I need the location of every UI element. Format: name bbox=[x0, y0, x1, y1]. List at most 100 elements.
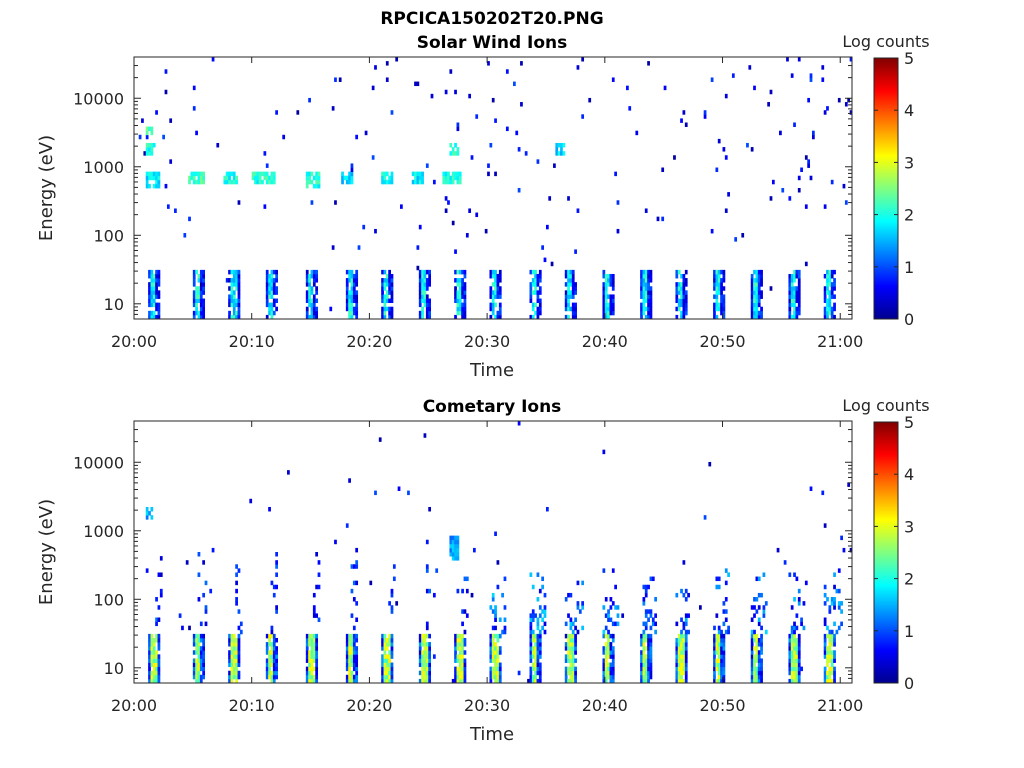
heatmap-cell bbox=[677, 662, 681, 668]
heatmap-cell bbox=[496, 670, 500, 676]
heatmap-cell bbox=[157, 302, 161, 308]
heatmap-cell bbox=[682, 625, 686, 631]
heatmap-cell bbox=[461, 646, 464, 651]
heatmap-cell bbox=[644, 658, 648, 663]
heatmap-cell bbox=[569, 662, 573, 668]
heatmap-cell bbox=[239, 621, 243, 627]
heatmap-cell bbox=[197, 294, 201, 299]
heatmap-cell bbox=[574, 302, 577, 308]
heatmap-cell bbox=[195, 298, 198, 304]
heatmap-cell bbox=[503, 629, 507, 635]
heatmap-cell bbox=[228, 298, 231, 304]
heatmap-cell bbox=[574, 633, 577, 639]
heatmap-cell bbox=[414, 179, 417, 185]
heatmap-cell bbox=[352, 666, 356, 672]
heatmap-cell bbox=[567, 298, 570, 304]
heatmap-cell bbox=[385, 179, 389, 185]
heatmap-cell bbox=[529, 646, 533, 651]
heatmap-cell bbox=[270, 646, 274, 651]
heatmap-cell bbox=[651, 617, 655, 622]
heatmap-cell bbox=[341, 171, 344, 177]
heatmap-cell bbox=[235, 662, 238, 668]
heatmap-cell bbox=[611, 646, 615, 651]
heatmap-cell bbox=[604, 306, 608, 312]
heatmap-cell bbox=[750, 273, 754, 279]
heatmap-cell bbox=[607, 273, 610, 279]
heatmap-cell bbox=[350, 637, 354, 643]
heatmap-cell bbox=[451, 147, 455, 152]
heatmap-cell bbox=[649, 674, 653, 680]
heatmap-cell bbox=[463, 294, 467, 299]
panel-cometary: Cometary Ions 20:00 20:10 20:20 20:30 20:40 2… bbox=[36, 396, 930, 745]
heatmap-cell bbox=[830, 601, 834, 606]
heatmap-cells-solar-wind bbox=[138, 57, 852, 319]
heatmap-cell bbox=[647, 642, 650, 647]
heatmap-cell bbox=[385, 642, 389, 647]
heatmap-cell bbox=[235, 650, 238, 655]
heatmap-cell bbox=[355, 658, 359, 663]
heatmap-cell bbox=[642, 269, 646, 275]
heatmap-cell bbox=[456, 535, 460, 541]
heatmap-cell bbox=[268, 273, 271, 279]
heatmap-cell bbox=[237, 609, 241, 614]
heatmap-cell bbox=[607, 314, 610, 319]
heatmap-cell bbox=[390, 646, 394, 651]
heatmap-cell bbox=[571, 294, 575, 299]
heatmap-cell bbox=[828, 637, 832, 643]
heatmap-cell bbox=[202, 666, 206, 672]
heatmap-cell bbox=[609, 294, 613, 299]
heatmap-cell bbox=[305, 282, 309, 287]
heatmap-cell bbox=[647, 290, 650, 295]
heatmap-cell bbox=[722, 633, 726, 639]
heatmap-cell bbox=[195, 650, 198, 655]
heatmap-cell bbox=[677, 286, 681, 291]
heatmap-cell bbox=[680, 658, 683, 663]
heatmap-cell bbox=[724, 597, 728, 602]
heatmap-cell bbox=[562, 142, 566, 148]
heatmap-cell bbox=[722, 286, 726, 291]
heatmap-cell bbox=[675, 662, 679, 668]
heatmap-cell bbox=[722, 646, 726, 651]
heatmap-cell bbox=[790, 674, 794, 680]
heatmap-cell bbox=[463, 298, 467, 304]
heatmap-cell bbox=[720, 302, 723, 308]
heatmap-cell bbox=[830, 670, 834, 676]
heatmap-cell bbox=[421, 650, 424, 655]
heatmap-cell bbox=[237, 633, 241, 639]
heatmap-cell bbox=[421, 633, 424, 639]
heatmap-cell bbox=[155, 179, 158, 185]
heatmap-cell bbox=[750, 646, 754, 651]
heatmap-cell bbox=[312, 592, 316, 598]
heatmap-cell bbox=[348, 306, 351, 312]
heatmap-cell bbox=[192, 302, 196, 308]
heatmap-cell bbox=[828, 642, 832, 647]
heatmap-cell bbox=[677, 678, 681, 683]
heatmap-cell bbox=[571, 278, 575, 283]
heatmap-cell bbox=[795, 273, 799, 279]
heatmap-cell bbox=[847, 97, 851, 103]
heatmap-cell bbox=[369, 580, 373, 586]
heatmap-cell bbox=[265, 662, 269, 668]
heatmap-cell bbox=[611, 302, 615, 308]
heatmap-cell bbox=[312, 269, 316, 275]
heatmap-cell bbox=[755, 633, 759, 639]
heatmap-cell bbox=[555, 142, 559, 148]
heatmap-cell bbox=[411, 179, 415, 185]
heatmap-cell bbox=[449, 151, 453, 156]
heatmap-cell bbox=[491, 642, 495, 647]
heatmap-cell bbox=[788, 646, 792, 651]
heatmap-cell bbox=[228, 658, 231, 663]
heatmap-cell bbox=[232, 179, 236, 185]
heatmap-cell bbox=[308, 674, 311, 680]
heatmap-cell bbox=[388, 310, 391, 316]
heatmap-cell bbox=[569, 617, 573, 622]
heatmap-cell bbox=[760, 658, 763, 663]
heatmap-cell bbox=[564, 302, 568, 308]
heatmap-cell bbox=[461, 678, 464, 683]
heatmap-cell bbox=[150, 282, 154, 287]
heatmap-cell bbox=[649, 670, 653, 676]
heatmap-cell bbox=[604, 658, 608, 663]
heatmap-cell bbox=[197, 658, 201, 663]
heatmap-cell bbox=[811, 134, 815, 140]
heatmap-cell bbox=[456, 306, 460, 312]
